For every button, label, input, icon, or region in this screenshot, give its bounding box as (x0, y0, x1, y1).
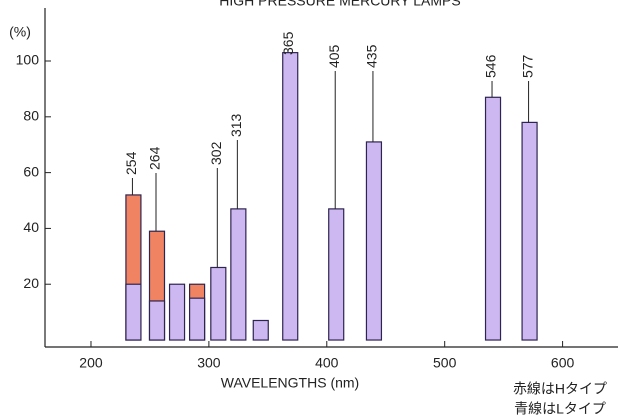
line-label: 365 (280, 31, 296, 55)
bar (365, 141, 383, 341)
bar (252, 319, 269, 341)
note: 赤線はHタイプ (513, 381, 607, 397)
x-tick-label: 600 (551, 355, 575, 371)
bar (210, 266, 227, 341)
x-tick-label: 500 (433, 355, 457, 371)
line-label: 577 (519, 54, 535, 78)
bar (125, 283, 142, 341)
x-tick-label: 400 (315, 355, 339, 371)
y-axis-label: (%) (9, 24, 31, 40)
x-tick-label: 300 (197, 355, 221, 371)
line-label: 302 (208, 141, 224, 165)
y-tick-label: 100 (16, 52, 40, 68)
line-label: 435 (364, 44, 380, 68)
line-label: 254 (123, 151, 139, 175)
y-tick-label: 40 (23, 219, 39, 235)
bar (168, 283, 186, 341)
bar (521, 121, 538, 341)
x-tick-label: 200 (79, 355, 103, 371)
bar (282, 52, 299, 341)
y-tick-label: 80 (23, 108, 39, 124)
x-axis-label: WAVELENGTHS (nm) (221, 375, 359, 391)
y-tick-label: 60 (23, 163, 39, 179)
line-label: 546 (483, 54, 499, 78)
bar (148, 300, 166, 341)
line-label: 405 (326, 44, 342, 68)
bar (188, 297, 206, 341)
chart-title: HIGH PRESSURE MERCURY LAMPS (219, 0, 460, 9)
bar (230, 208, 247, 341)
line-label: 313 (228, 113, 244, 137)
bar (484, 96, 502, 341)
note: 青線はLタイプ (514, 401, 606, 417)
y-tick-label: 20 (23, 275, 39, 291)
line-label: 264 (147, 146, 163, 170)
bar (328, 208, 345, 341)
